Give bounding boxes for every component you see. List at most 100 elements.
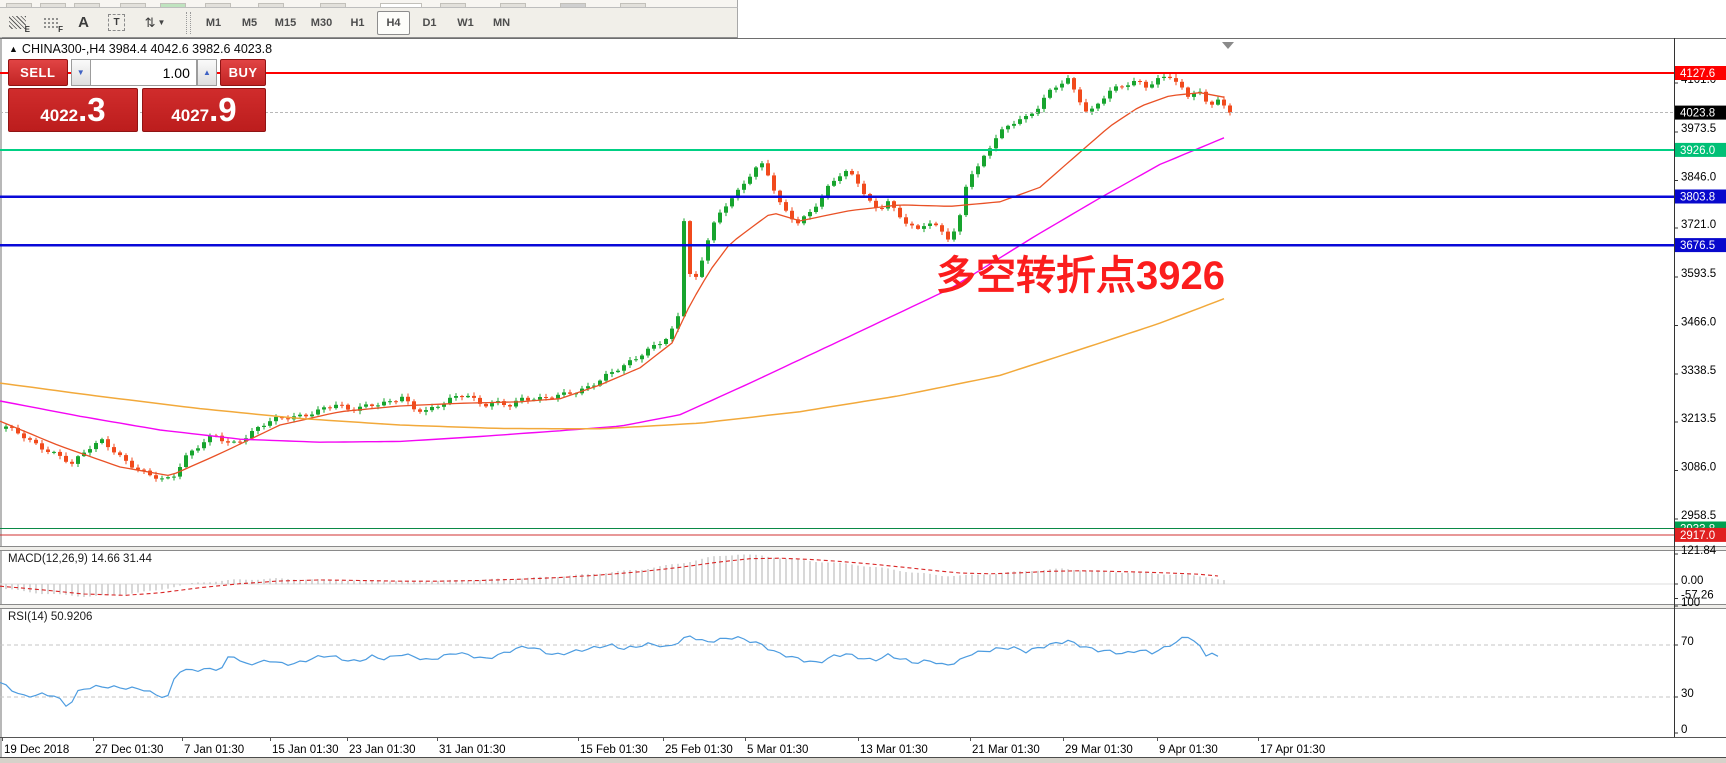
letter-a-icon: A [78,14,89,31]
toolbar-separator [186,11,191,34]
price-tick-label: 2958.5 [1681,510,1716,522]
price-tick-label: 3721.0 [1681,219,1716,231]
sell-price-main: 4022 [40,106,79,125]
macd-tick-label: 0.00 [1681,575,1703,587]
hatch-lines-icon [9,16,26,29]
date-label: 19 Dec 2018 [4,744,69,756]
boxed-t-icon: T [108,14,125,31]
date-label: 15 Feb 01:30 [580,744,648,756]
price-tick-label: 3338.5 [1681,365,1716,377]
rsi-indicator-label: RSI(14) 50.9206 [8,611,93,623]
price-tag-3803.8 [1675,189,1726,204]
price-tick-label: 3213.5 [1681,413,1716,425]
timeframe-button-M1[interactable]: M1 [205,16,222,29]
ma-slow-line[interactable] [0,298,1225,430]
volume-decrease-button[interactable]: ▼ [70,59,90,86]
clipped-button [620,3,646,7]
text-label-icon[interactable]: A [68,10,99,35]
window-bottom-edge [0,757,1726,763]
icon-letter: E [24,25,30,34]
price-tag-text: 3676.5 [1680,240,1715,252]
price-tag-3676.5 [1675,238,1726,253]
sell-price-box[interactable]: 4022.3 [8,88,138,132]
date-label: 17 Apr 01:30 [1260,744,1325,756]
clipped-button [500,3,526,7]
text-box-icon[interactable]: T [101,10,132,35]
panel-splitter[interactable] [0,546,1726,551]
sell-button[interactable]: SELL [8,59,68,86]
chart-shift-marker-icon[interactable] [1222,42,1234,49]
price-tick-label: 3846.0 [1681,171,1716,183]
timeframe-button-H4[interactable]: H4 [377,10,410,35]
date-label: 23 Jan 01:30 [349,744,416,756]
ohlc-readout: CHINA300-,H4 3984.4 4042.6 3982.6 4023.8 [21,42,273,56]
window-left-border [0,37,2,757]
timeframe-group: M1 M5 M15 M30 H1 H4 D1 W1 MN [197,10,521,35]
grid-properties-icon[interactable]: F [35,10,66,35]
date-label: 15 Jan 01:30 [272,744,339,756]
clipped-button [440,3,466,7]
clipped-button [205,3,231,7]
volume-input[interactable] [89,59,197,86]
timeframe-button-D1[interactable]: D1 [422,16,437,29]
date-label: 21 Mar 01:30 [972,744,1040,756]
price-tag-text: 4127.6 [1680,68,1715,80]
one-click-trading-panel: SELL ▼ ▲ BUY 4022.3 4027.9 [8,59,267,132]
clipped-toolbar-row [0,0,738,8]
date-label: 13 Mar 01:30 [860,744,928,756]
icon-letter: F [58,25,63,34]
timeframe-button-MN[interactable]: MN [492,16,511,29]
buy-price-main: 4027 [171,106,210,125]
rsi-line [0,635,1219,708]
clipped-button [74,3,100,7]
price-tag-text: 4023.8 [1680,108,1715,120]
arrange-arrows-button[interactable]: ⇅ ▼ [134,10,176,35]
macd-signal-line [0,557,1219,596]
chart-symbol-title: ▲ CHINA300-,H4 3984.4 4042.6 3982.6 4023.… [9,42,272,56]
chart-toolbar: E F A T ⇅ ▼ M1 M5 M15 M30 H1 H4 D1 W1 MN [0,8,738,38]
rsi-tick-label: 70 [1681,636,1694,648]
clipped-button [560,3,586,7]
clipped-button [160,3,186,7]
clipped-button [258,3,284,7]
dropdown-caret-icon: ▼ [157,18,166,27]
date-label: 29 Mar 01:30 [1065,744,1133,756]
clipped-button [6,3,32,7]
collapse-marker-icon: ▲ [9,44,18,54]
macd-histogram [5,554,1225,597]
dot-grid-icon [43,16,58,29]
clipped-button [380,3,422,7]
expert-advisor-icon[interactable]: E [2,10,33,35]
date-label: 27 Dec 01:30 [95,744,163,756]
price-tag-4127.6 [1675,66,1726,80]
price-tag-text: 3926.0 [1680,145,1715,157]
price-tag-text: 3803.8 [1680,192,1715,204]
price-tag-2917.0 [1675,527,1726,542]
chart-annotation-text[interactable]: 多空转折点3926 [936,254,1225,298]
buy-button[interactable]: BUY [220,59,267,86]
date-label: 7 Jan 01:30 [184,744,244,756]
price-tick-label: 3086.0 [1681,461,1716,473]
price-tag-text: 2917.0 [1680,530,1715,542]
macd-tick-label: -57.26 [1681,589,1714,601]
timeframe-button-W1[interactable]: W1 [457,16,474,29]
price-tag-3926.0 [1675,142,1726,157]
date-label: 25 Feb 01:30 [665,744,733,756]
ma-fast-line[interactable] [0,92,1225,477]
date-label: 31 Jan 01:30 [439,744,506,756]
rsi-tick-label: 30 [1681,688,1694,700]
price-tag-4023.8 [1675,105,1726,120]
timeframe-button-M30[interactable]: M30 [310,16,333,29]
volume-increase-button[interactable]: ▲ [196,59,218,86]
price-tick-label: 3973.5 [1681,123,1716,135]
timeframe-button-H1[interactable]: H1 [350,16,365,29]
buy-price-box[interactable]: 4027.9 [141,88,266,132]
macd-indicator-label: MACD(12,26,9) 14.66 31.44 [8,553,152,565]
clipped-button [320,3,346,7]
panel-splitter[interactable] [0,604,1726,609]
sell-price-pips: .3 [78,91,106,128]
timeframe-button-M5[interactable]: M5 [241,16,258,29]
timeframe-button-M15[interactable]: M15 [274,16,297,29]
